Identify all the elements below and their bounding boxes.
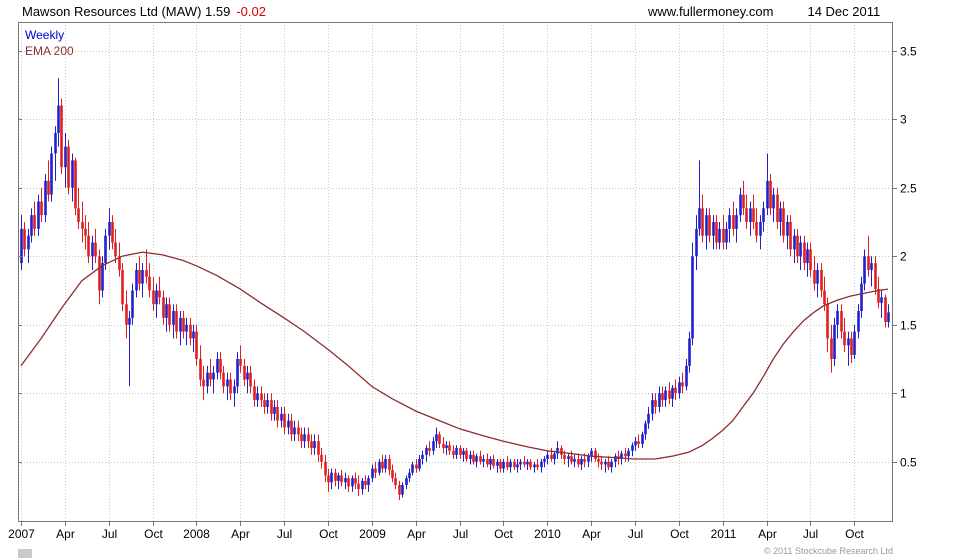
x-axis-label: Jul	[277, 527, 292, 541]
x-axis-label: Apr	[407, 527, 426, 541]
y-axis-label: 2	[900, 250, 907, 264]
x-axis-label: Apr	[582, 527, 601, 541]
y-axis-label: 2.5	[900, 182, 917, 196]
copyright-text: © 2011 Stockcube Research Ltd	[763, 546, 893, 556]
candlestick-series	[20, 78, 890, 501]
legend-weekly: Weekly	[25, 28, 65, 42]
y-axis-label: 1.5	[900, 319, 917, 333]
axes: 0.5 1 1.5 2 2.5 3 3.5 2007 Apr Jul Oct 2008 Apr Jul Oc…	[8, 45, 917, 542]
x-axis-label: Jul	[453, 527, 468, 541]
x-axis-label: Oct	[144, 527, 163, 541]
chart-header-right: www.fullermoney.com 14 Dec 2011	[648, 4, 880, 19]
x-axis-label: Oct	[494, 527, 513, 541]
logo-mark	[18, 549, 32, 558]
chart-title: Mawson Resources Ltd (MAW) 1.59	[22, 4, 231, 19]
chart-legend: Weekly EMA 200	[25, 27, 74, 59]
x-axis-label: Oct	[845, 527, 864, 541]
plot-border	[18, 22, 893, 522]
chart-date: 14 Dec 2011	[807, 4, 881, 19]
x-axis-label: Jul	[803, 527, 818, 541]
x-axis-label: 2008	[183, 527, 210, 541]
x-axis-label: Apr	[56, 527, 75, 541]
chart-header: Mawson Resources Ltd (MAW) 1.59 -0.02	[22, 4, 266, 19]
y-axis-label: 3	[900, 113, 907, 127]
y-axis-label: 3.5	[900, 45, 917, 59]
x-axis-label: 2011	[711, 527, 737, 541]
x-axis-label: 2009	[359, 527, 386, 541]
y-axis-label: 1	[900, 387, 907, 401]
ema-200-line	[20, 251, 889, 460]
x-axis-label: 2010	[534, 527, 561, 541]
price-change: -0.02	[236, 4, 266, 19]
y-axis-label: 0.5	[900, 456, 917, 470]
x-axis-label: 2007	[8, 527, 35, 541]
x-axis-label: Apr	[758, 527, 777, 541]
x-axis-label: Jul	[628, 527, 643, 541]
legend-ema-200: EMA 200	[25, 44, 74, 58]
x-axis-label: Oct	[319, 527, 338, 541]
source-url: www.fullermoney.com	[648, 4, 774, 19]
x-axis-label: Oct	[670, 527, 689, 541]
x-axis-label: Apr	[231, 527, 250, 541]
x-axis-label: Jul	[102, 527, 117, 541]
